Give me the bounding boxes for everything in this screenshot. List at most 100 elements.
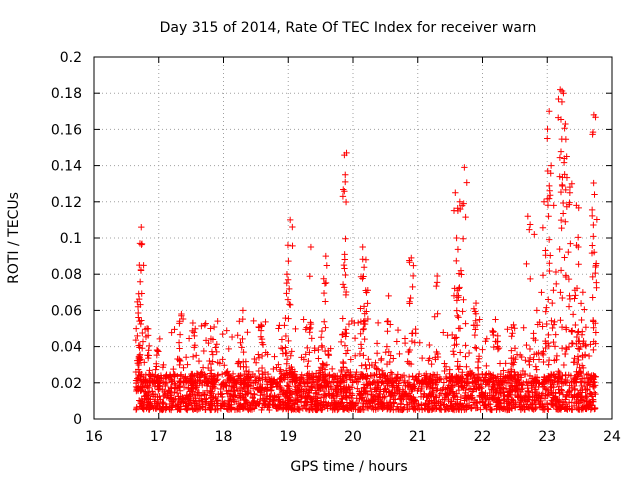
data-point (373, 340, 381, 347)
data-point (559, 210, 567, 217)
data-point (340, 392, 347, 399)
data-point (138, 383, 146, 390)
data-point (234, 360, 242, 367)
data-point (563, 174, 571, 181)
data-point (549, 299, 556, 307)
data-point (221, 362, 228, 369)
data-point (519, 367, 527, 375)
data-point (392, 396, 399, 403)
data-point (588, 206, 596, 214)
data-point (482, 389, 489, 397)
data-point (533, 366, 540, 373)
data-point (440, 379, 448, 386)
data-point (512, 386, 519, 394)
data-point (433, 272, 441, 280)
data-point (462, 353, 469, 360)
data-point (195, 357, 203, 365)
data-point (409, 283, 416, 291)
data-point (283, 356, 291, 363)
data-point (154, 347, 161, 355)
y-tick-label: 0.14 (51, 159, 82, 175)
data-point (523, 341, 530, 349)
data-point (500, 367, 507, 374)
data-point (171, 380, 178, 387)
data-point (545, 406, 552, 413)
data-point (566, 388, 573, 396)
data-point (304, 363, 311, 370)
data-point (354, 376, 362, 383)
data-point (526, 226, 533, 233)
data-point (308, 395, 315, 402)
data-point (405, 379, 413, 386)
data-point (208, 348, 216, 355)
data-point (529, 389, 536, 396)
data-point (282, 399, 289, 406)
data-point (162, 382, 169, 390)
data-point (543, 320, 550, 328)
data-point (240, 348, 247, 356)
data-point (426, 355, 433, 362)
data-point (401, 339, 409, 347)
data-point (437, 399, 444, 407)
data-point (575, 328, 582, 335)
data-point (330, 394, 337, 402)
data-point (320, 393, 328, 401)
data-point (302, 351, 309, 358)
data-point (136, 317, 143, 325)
data-point (168, 402, 176, 409)
data-point (138, 241, 145, 248)
data-point (558, 224, 565, 232)
data-point (224, 376, 231, 384)
data-point (258, 323, 265, 330)
data-point (185, 385, 192, 393)
data-point (425, 379, 432, 386)
data-point (279, 345, 286, 352)
data-point (160, 399, 167, 407)
data-point (308, 335, 315, 342)
data-point (416, 339, 423, 346)
data-point (189, 353, 197, 360)
data-point (137, 301, 144, 308)
data-point (510, 399, 517, 406)
data-point (556, 154, 564, 161)
data-point (149, 388, 156, 395)
data-point (239, 315, 246, 323)
data-point (316, 372, 323, 380)
data-point (490, 374, 497, 381)
data-point (585, 352, 593, 360)
data-point (298, 386, 306, 393)
data-point (277, 375, 285, 382)
data-point (145, 347, 152, 354)
data-point (136, 344, 143, 351)
data-point (315, 355, 322, 362)
data-point (132, 406, 140, 413)
data-point (315, 391, 323, 398)
data-point (283, 349, 290, 357)
data-point (396, 386, 403, 393)
data-point (311, 347, 318, 354)
data-point (277, 344, 285, 352)
data-point (142, 377, 149, 385)
data-point (584, 398, 592, 405)
data-point (385, 348, 393, 355)
data-point (554, 375, 562, 382)
data-point (539, 390, 547, 397)
data-point (577, 300, 585, 307)
data-point (145, 371, 153, 378)
data-point (235, 359, 242, 367)
data-point (530, 356, 537, 363)
data-point (461, 164, 468, 171)
data-point (240, 404, 248, 412)
data-point (444, 404, 451, 412)
data-point (303, 380, 311, 387)
data-point (224, 368, 231, 375)
data-point (168, 376, 176, 384)
data-point (475, 355, 483, 363)
data-point (526, 221, 534, 228)
data-point (442, 391, 450, 399)
data-point (282, 344, 289, 351)
data-point (249, 393, 256, 401)
data-point (266, 401, 273, 408)
data-point (142, 371, 150, 379)
y-tick-label: 0.02 (51, 376, 82, 392)
